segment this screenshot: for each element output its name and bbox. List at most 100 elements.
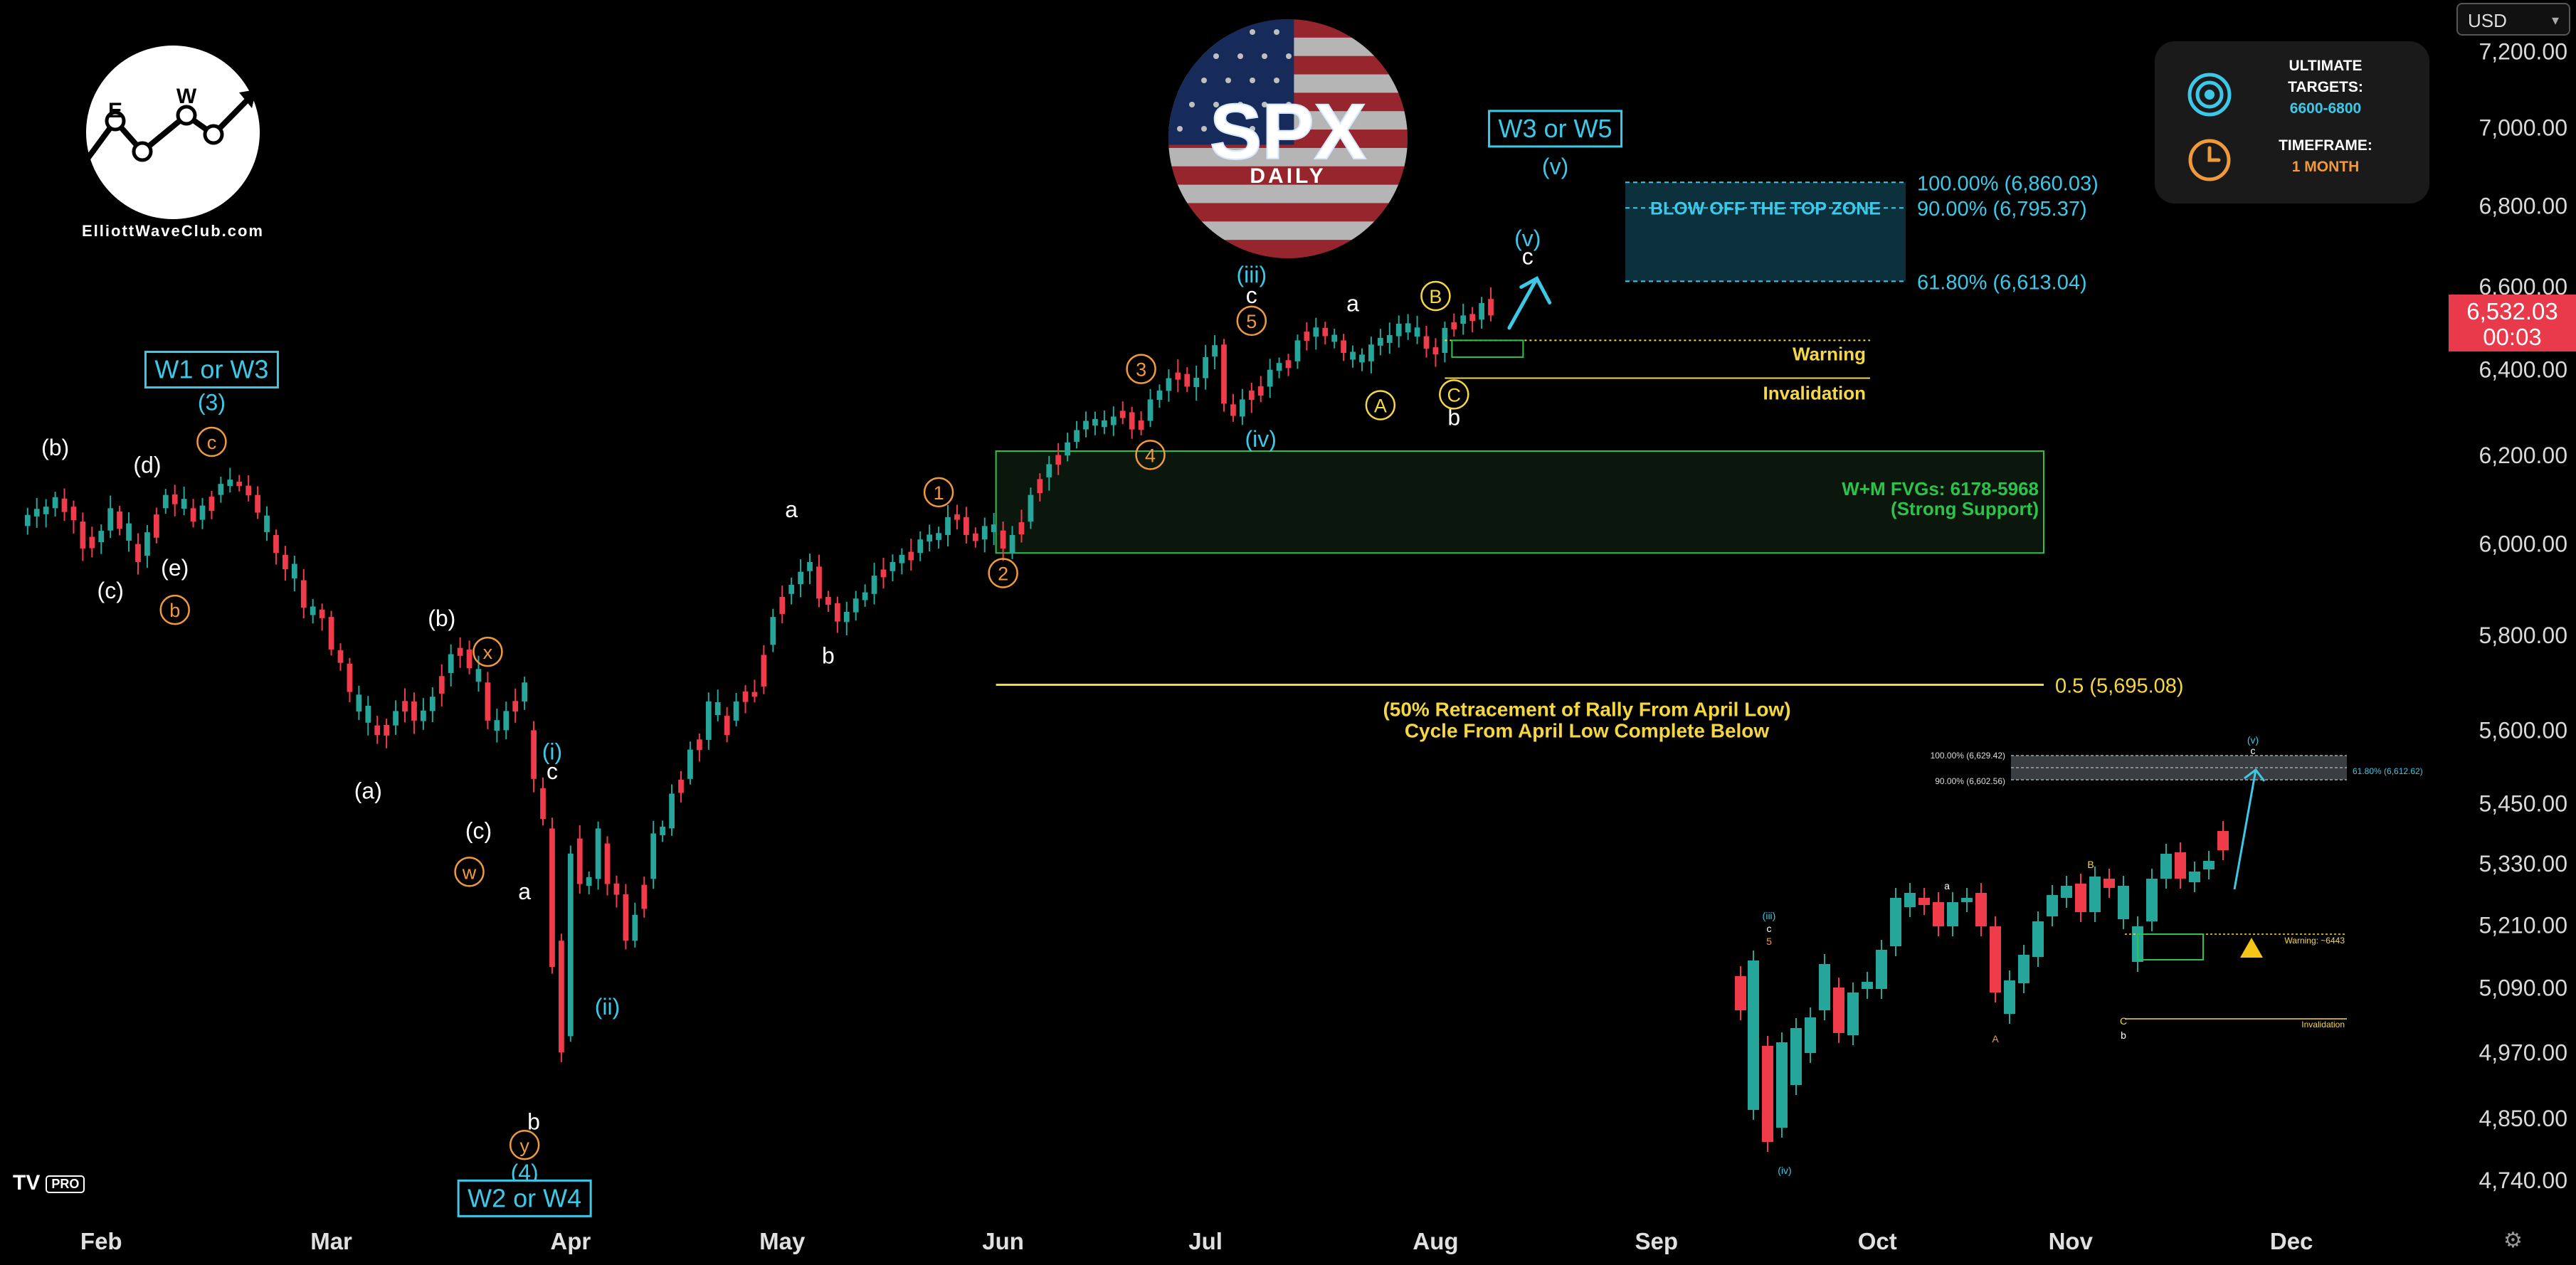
wave-label: (e) xyxy=(161,555,189,581)
inset-candle-body xyxy=(1876,950,1887,989)
candle-body xyxy=(954,514,960,520)
candle xyxy=(485,672,491,729)
candle xyxy=(770,608,776,652)
tradingview-logo[interactable]: TV PRO xyxy=(13,1171,85,1195)
inset-candle xyxy=(1975,883,1987,936)
inset-candle-body xyxy=(2175,852,2186,879)
candle-body xyxy=(255,494,260,513)
candle-body xyxy=(1488,299,1494,316)
candle xyxy=(540,777,546,826)
inset-candle xyxy=(1762,1036,1773,1152)
candle-body xyxy=(70,507,77,521)
inset-candle xyxy=(2089,867,2101,922)
inset-candle xyxy=(2146,869,2158,931)
candle xyxy=(825,591,831,612)
candle xyxy=(1432,338,1439,367)
candle xyxy=(1074,420,1080,449)
candle-body xyxy=(107,508,114,531)
candle-body xyxy=(1239,399,1245,417)
flag-star xyxy=(1177,126,1183,132)
circled-label-text: y xyxy=(519,1135,529,1156)
wave-label: (b) xyxy=(428,605,455,631)
candle xyxy=(1009,526,1015,559)
candle xyxy=(283,546,288,581)
candle-body xyxy=(742,691,749,702)
inset-wave-label: c xyxy=(2251,745,2256,756)
inset-projection-arrow xyxy=(2233,768,2266,890)
candle-body xyxy=(623,894,629,941)
inset-candle xyxy=(2118,876,2129,929)
x-tick-label: Feb xyxy=(80,1228,122,1254)
x-tick-label: Jul xyxy=(1188,1228,1223,1254)
wave-label: (c) xyxy=(465,817,492,843)
inset-candle xyxy=(1833,978,1844,1043)
inset-candle-body xyxy=(1933,902,1944,926)
candle xyxy=(1018,509,1025,543)
flag-star xyxy=(1213,53,1219,59)
candle xyxy=(448,644,454,687)
candle-body xyxy=(475,669,482,682)
x-tick-label: Apr xyxy=(550,1228,591,1254)
candle-body xyxy=(927,534,933,542)
gear-icon[interactable]: ⚙ xyxy=(2503,1229,2523,1252)
wave-label: a xyxy=(1346,291,1359,317)
candle-body xyxy=(448,654,454,673)
candle xyxy=(61,488,68,522)
candle-body xyxy=(438,676,445,694)
candle xyxy=(98,524,105,554)
y-tick-label: 6,800.00 xyxy=(2479,194,2567,219)
candle-body xyxy=(264,515,270,532)
inset-fib-label: 61.80% (6,612.62) xyxy=(2353,766,2423,776)
candle xyxy=(135,533,141,575)
wave-label: (b) xyxy=(41,435,69,460)
inset-candle xyxy=(2160,844,2172,889)
candle-body xyxy=(208,497,215,512)
candle-body xyxy=(540,788,546,820)
candle xyxy=(1110,406,1117,436)
candle-body xyxy=(964,517,969,535)
flag-star xyxy=(1237,53,1243,59)
circled-wave-label: x xyxy=(473,636,503,667)
candle xyxy=(641,877,648,918)
candle xyxy=(650,820,657,889)
wave-label: (ii) xyxy=(595,994,621,1020)
flag-star xyxy=(1177,78,1183,83)
candle-body xyxy=(402,701,408,712)
overlay-layer: 100.00% (6,860.03) 90.00% (6,795.37) 61.80… xyxy=(996,172,2184,742)
inset-candle xyxy=(2032,911,2044,967)
candle-body xyxy=(1248,390,1255,401)
candle xyxy=(227,467,233,493)
candle xyxy=(264,506,270,541)
inset-wave-label: B xyxy=(2087,859,2094,870)
currency-selector[interactable]: USD ▾ xyxy=(2456,3,2570,36)
candle-body xyxy=(770,617,776,645)
flag-stripe xyxy=(1168,203,1408,223)
candle xyxy=(927,524,933,552)
circled-label-text: A xyxy=(1374,395,1387,416)
candle-body xyxy=(917,539,924,554)
inset-candle xyxy=(1890,888,1901,956)
circled-label-text: w xyxy=(462,862,477,883)
candle-body xyxy=(310,606,316,615)
inset-candle-body xyxy=(2217,831,2229,850)
candle-body xyxy=(669,793,675,829)
y-tick-label: 5,450.00 xyxy=(2479,790,2567,816)
candle xyxy=(126,512,132,552)
candle xyxy=(522,677,528,710)
clock-icon xyxy=(2188,139,2231,181)
inset-candle xyxy=(1776,1032,1788,1138)
candle-body xyxy=(733,701,739,721)
candle-body xyxy=(1028,494,1034,522)
label-circle xyxy=(1236,305,1267,337)
y-tick-label: 6,200.00 xyxy=(2479,443,2567,468)
candle-body xyxy=(1395,324,1402,337)
inset-candle-body xyxy=(1790,1028,1802,1085)
candle xyxy=(632,902,638,948)
flag-star xyxy=(1225,126,1231,132)
flag-star xyxy=(1274,78,1279,83)
ewc-logo: E W C ElliottWaveClub.com xyxy=(77,46,267,240)
candle-body xyxy=(1156,390,1163,401)
flag-star xyxy=(1213,102,1219,107)
circled-wave-label: 2 xyxy=(988,558,1018,588)
